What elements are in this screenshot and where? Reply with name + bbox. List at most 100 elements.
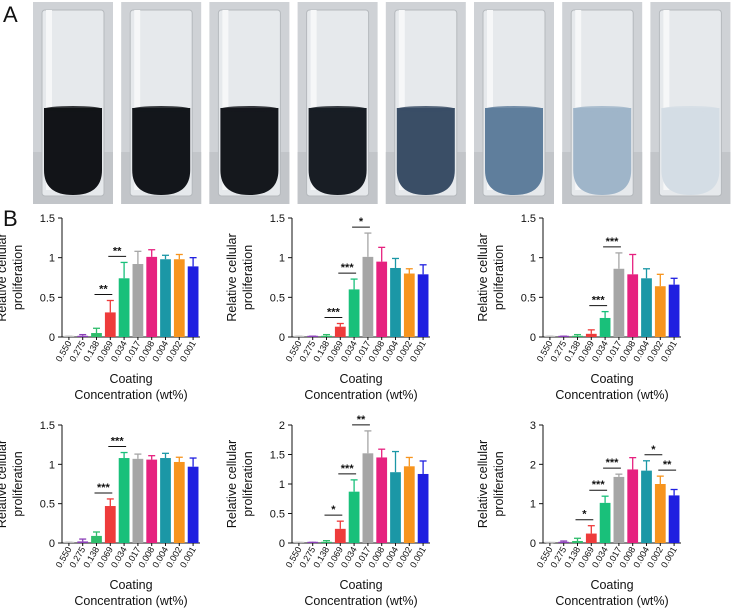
bar-chart-panel: 00.511.520.5500.2750.1380.0690.0340.0170… — [225, 414, 430, 608]
bar-chart-panel: 01230.5500.2750.1380.0690.0340.0170.0080… — [476, 420, 681, 608]
significance-label: ** — [99, 284, 108, 296]
bar — [654, 484, 666, 543]
y-axis-label: proliferation — [241, 245, 255, 310]
panel-a-label: A — [3, 2, 18, 27]
bar — [187, 266, 199, 337]
y-tick-label: 0 — [530, 332, 536, 344]
y-axis-label: proliferation — [11, 451, 25, 516]
tube-photo — [121, 2, 202, 204]
significance-label: *** — [97, 482, 111, 494]
tube-liquid — [485, 108, 543, 195]
x-axis-label: Coating — [339, 372, 382, 386]
x-axis-label: Coating — [339, 578, 382, 592]
x-axis-label: Coating — [109, 372, 152, 386]
bar — [160, 259, 171, 337]
tube-liquid — [308, 108, 367, 195]
bar — [668, 495, 680, 543]
y-tick-label: 0 — [49, 332, 55, 344]
y-tick-label: 1 — [279, 479, 285, 491]
tube-liquid — [573, 108, 632, 195]
tube-liquid — [220, 108, 279, 195]
y-axis-label: Relative cellular — [225, 233, 239, 321]
bar — [376, 457, 388, 543]
x-axis-label: Concentration (wt%) — [555, 594, 668, 608]
bar — [321, 541, 332, 543]
tube-photo — [562, 2, 643, 204]
bar — [613, 476, 625, 543]
bar — [77, 335, 89, 337]
x-axis-label: Coating — [590, 578, 633, 592]
x-axis-label: Coating — [109, 578, 152, 592]
significance-label: *** — [592, 479, 606, 491]
bar — [613, 268, 625, 337]
bar — [118, 278, 130, 337]
liquid-meniscus — [396, 106, 455, 112]
tube-photo-strip — [33, 2, 731, 204]
y-tick-label: 2 — [279, 420, 285, 432]
bar — [668, 284, 680, 337]
bar — [104, 506, 116, 543]
bar — [146, 256, 158, 337]
significance-label: * — [582, 509, 587, 521]
y-tick-label: 1 — [49, 459, 55, 471]
y-tick-label: 1.5 — [40, 213, 55, 225]
liquid-meniscus — [132, 106, 191, 112]
y-axis-label: proliferation — [11, 245, 25, 310]
bar — [390, 267, 401, 337]
tube-glint — [310, 10, 317, 190]
y-tick-label: 0 — [49, 538, 55, 550]
y-axis-label: proliferation — [492, 451, 506, 516]
bar — [173, 461, 185, 543]
liquid-meniscus — [308, 106, 367, 112]
significance-label: * — [331, 504, 336, 516]
y-tick-label: 0.5 — [270, 509, 285, 521]
tube-photo — [297, 2, 378, 204]
significance-label: ** — [663, 459, 672, 471]
y-tick-label: 0.5 — [521, 292, 536, 304]
bar — [627, 469, 639, 543]
significance-label: *** — [341, 463, 355, 475]
tube-glint — [398, 10, 405, 190]
x-axis-label: Coating — [590, 372, 633, 386]
bar — [348, 491, 360, 543]
significance-label: * — [359, 216, 364, 228]
tube-liquid — [396, 108, 455, 195]
bar-chart-panel: 00.511.50.5500.2750.1380.0690.0340.0170.… — [476, 213, 681, 402]
y-tick-label: 1.5 — [40, 420, 55, 432]
bar — [160, 458, 171, 543]
bar — [417, 274, 429, 337]
y-tick-label: 1 — [49, 253, 55, 265]
y-axis-label: proliferation — [492, 245, 506, 310]
bar — [572, 541, 583, 543]
tube-liquid — [132, 108, 191, 195]
y-tick-label: 0.5 — [270, 292, 285, 304]
x-axis-label: Concentration (wt%) — [555, 388, 668, 402]
bar — [321, 335, 332, 337]
tube-photo — [650, 2, 731, 204]
bar — [173, 259, 185, 337]
tube-liquid — [661, 108, 720, 195]
bar-chart-panel: 00.511.50.5500.2750.1380.0690.0340.0170.… — [0, 213, 200, 402]
y-tick-label: 1.5 — [521, 213, 536, 225]
y-tick-label: 1 — [530, 499, 536, 511]
bar — [362, 453, 374, 543]
y-tick-label: 0.5 — [40, 499, 55, 511]
bar — [376, 261, 388, 337]
y-tick-label: 0 — [530, 538, 536, 550]
tube-photo — [474, 2, 554, 204]
liquid-meniscus — [220, 106, 279, 112]
bar — [403, 273, 415, 337]
y-tick-label: 1 — [279, 253, 285, 265]
y-axis-label: Relative cellular — [476, 440, 490, 528]
bar — [91, 535, 102, 543]
bar — [390, 472, 401, 543]
bar — [118, 458, 130, 543]
bar-chart-panel: 00.511.50.5500.2750.1380.0690.0340.0170.… — [225, 213, 430, 402]
y-axis-label: proliferation — [241, 451, 255, 516]
y-tick-label: 0 — [279, 538, 285, 550]
y-tick-label: 1.5 — [270, 450, 285, 462]
y-axis-label: Relative cellular — [225, 440, 239, 528]
significance-label: *** — [327, 307, 341, 319]
y-axis-label: Relative cellular — [0, 233, 9, 321]
liquid-meniscus — [44, 106, 102, 112]
